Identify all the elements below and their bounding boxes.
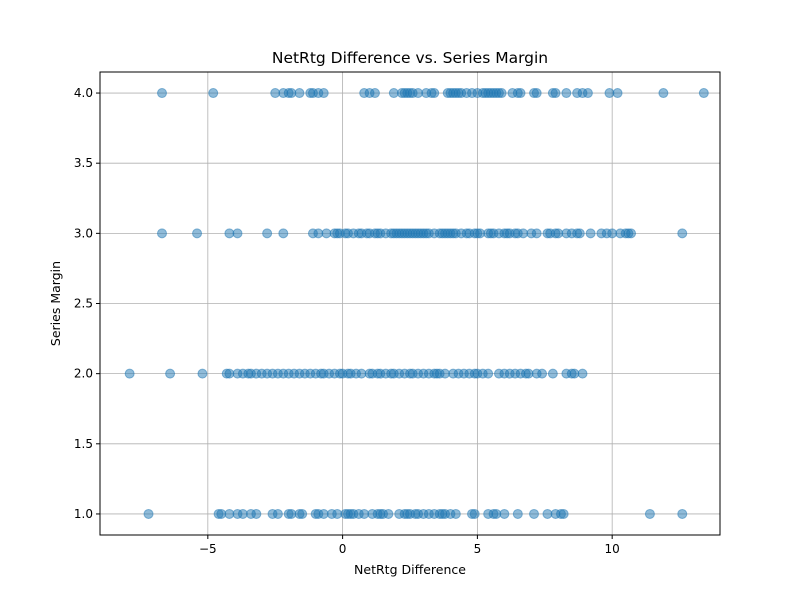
scatter-point (626, 228, 637, 239)
scatter-point (208, 88, 219, 99)
scatter-point (197, 368, 208, 379)
scatter-point (531, 88, 542, 99)
x-tick-label: −5 (199, 542, 217, 556)
scatter-point (529, 508, 539, 519)
scatter-point (294, 88, 305, 99)
y-tick-label: 1.5 (74, 437, 93, 451)
scatter-point (157, 228, 167, 239)
scatter-point (558, 508, 569, 519)
scatter-point (531, 228, 542, 239)
scatter-point (450, 508, 461, 519)
y-tick-label: 3.0 (74, 226, 93, 240)
scatter-point (251, 508, 262, 519)
scatter-point (369, 88, 380, 99)
scatter-point (499, 508, 510, 519)
scatter-point (537, 368, 548, 379)
scatter-point (165, 368, 176, 379)
scatter-point (318, 88, 329, 99)
axis-ticks: −5 0 5 10 1.0 1.5 2.0 2.5 3.0 3.5 4.0 (74, 86, 620, 556)
y-axis-title: Series Margin (48, 261, 63, 346)
scatter-point (677, 508, 688, 519)
scatter-point (469, 508, 480, 519)
scatter-point (124, 368, 135, 379)
x-tick-label: 10 (605, 542, 620, 556)
scatter-point (574, 228, 585, 239)
scatter-point (496, 88, 507, 99)
scatter-point (232, 228, 243, 239)
scatter-point (157, 88, 167, 99)
scatter-point (582, 88, 593, 99)
scatter-point (547, 368, 558, 379)
x-tick-label: 5 (474, 542, 482, 556)
chart-title: NetRtg Difference vs. Series Margin (272, 49, 548, 67)
y-tick-label: 2.5 (74, 297, 93, 311)
scatter-point (262, 228, 273, 239)
scatter-point (677, 228, 688, 239)
y-tick-label: 2.0 (74, 367, 93, 381)
scatter-point (512, 508, 523, 519)
x-tick-label: 0 (339, 542, 347, 556)
scatter-point (550, 88, 561, 99)
scatter-point (297, 508, 308, 519)
x-axis-title: NetRtg Difference (354, 562, 466, 577)
scatter-point (143, 508, 154, 519)
scatter-point (644, 508, 655, 519)
scatter-point (561, 88, 572, 99)
y-tick-label: 3.5 (74, 156, 93, 170)
y-tick-label: 1.0 (74, 507, 93, 521)
scatter-point (192, 228, 203, 239)
y-tick-label: 4.0 (74, 86, 93, 100)
scatter-points (124, 88, 709, 519)
scatter-point (577, 368, 588, 379)
scatter-point (658, 88, 669, 99)
scatter-point (698, 88, 709, 99)
scatter-point (429, 88, 440, 99)
scatter-point (612, 88, 623, 99)
grid-lines (100, 72, 720, 535)
scatter-point (278, 228, 289, 239)
scatter-point (272, 508, 283, 519)
scatter-point (515, 88, 526, 99)
scatter-point (383, 508, 394, 519)
scatter-point (585, 228, 596, 239)
scatter-point (483, 368, 494, 379)
